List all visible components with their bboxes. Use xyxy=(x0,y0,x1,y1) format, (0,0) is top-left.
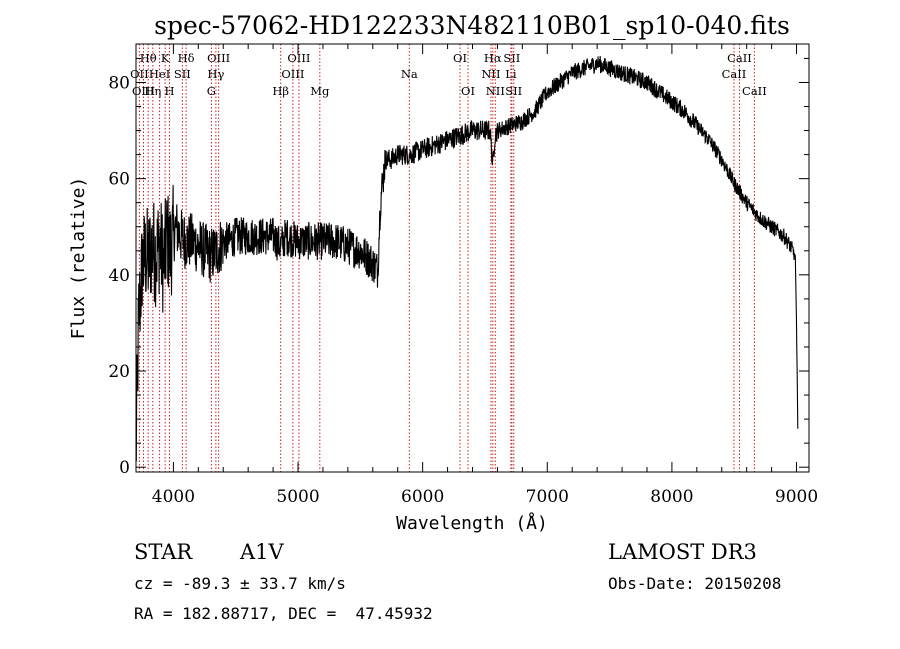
line-label-19: Hα xyxy=(484,51,502,65)
x-tick-label-2: 6000 xyxy=(401,487,444,507)
line-label-17: OI xyxy=(453,51,467,65)
line-label-9: OIII xyxy=(207,51,230,65)
line-label-27: CaII xyxy=(742,84,767,98)
line-label-0: Hθ xyxy=(140,51,157,65)
x-tick-label-4: 8000 xyxy=(650,487,693,507)
y-tick-label-4: 80 xyxy=(108,73,130,93)
line-label-7: SII xyxy=(174,67,191,81)
line-label-6: Hδ xyxy=(178,51,195,65)
spectrum-line xyxy=(135,55,799,462)
line-label-12: OIII xyxy=(287,51,310,65)
line-label-4: HeI xyxy=(149,67,170,81)
line-label-13: OIII xyxy=(281,67,304,81)
x-tick-label-0: 4000 xyxy=(152,487,195,507)
y-axis-label: Flux (relative) xyxy=(68,177,89,340)
line-label-14: Hβ xyxy=(272,84,289,98)
line-label-8: H xyxy=(165,84,175,98)
chart-title: spec-57062-HD122233N482110B01_sp10-040.f… xyxy=(154,11,790,40)
line-label-24: SII xyxy=(505,84,522,98)
line-label-2: OIII xyxy=(132,84,155,98)
x-tick-label-3: 7000 xyxy=(526,487,569,507)
x-axis-label: Wavelength (Å) xyxy=(396,512,548,534)
line-label-20: NII xyxy=(481,67,500,81)
y-tick-label-1: 20 xyxy=(108,362,130,382)
line-label-18: OI xyxy=(461,84,475,98)
object-subclass: A1V xyxy=(240,540,284,564)
line-label-11: G xyxy=(207,84,216,98)
line-label-25: CaII xyxy=(727,51,752,65)
coordinates-info: RA = 182.88717, DEC = 47.45932 xyxy=(134,604,433,623)
redshift-info: cz = -89.3 ± 33.7 km/s xyxy=(134,574,346,593)
y-tick-label-3: 60 xyxy=(108,170,130,190)
line-label-21: NII xyxy=(486,84,505,98)
line-label-23: Li xyxy=(505,67,517,81)
line-label-15: Mg xyxy=(310,84,330,98)
line-label-5: Hη xyxy=(144,84,161,98)
line-label-16: Na xyxy=(401,67,418,81)
survey-label: LAMOST DR3 xyxy=(608,540,757,564)
object-class: STAR xyxy=(134,540,193,564)
plot-frame xyxy=(135,43,810,473)
line-label-1: OII xyxy=(130,67,149,81)
x-tick-label-1: 5000 xyxy=(276,487,319,507)
x-tick-label-5: 9000 xyxy=(775,487,818,507)
y-tick-label-0: 0 xyxy=(119,458,130,478)
obs-date: Obs-Date: 20150208 xyxy=(608,574,782,593)
y-tick-label-2: 40 xyxy=(108,266,130,286)
line-label-22: SII xyxy=(503,51,520,65)
line-label-26: CaII xyxy=(722,67,747,81)
line-label-3: K xyxy=(161,51,170,65)
line-label-10: Hγ xyxy=(207,67,224,81)
axis-ticks: 4000 5000 6000 7000 8000 9000 0 20 40 60 80 xyxy=(108,44,818,507)
